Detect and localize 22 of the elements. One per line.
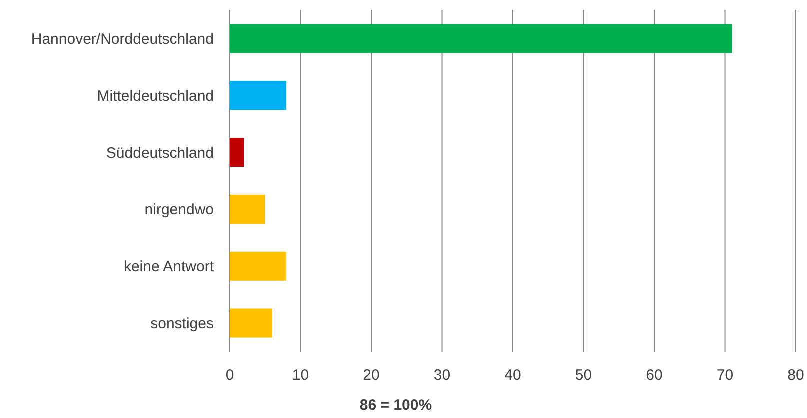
bar xyxy=(230,81,287,110)
y-tick-label: keine Antwort xyxy=(124,258,215,276)
x-tick-label: 40 xyxy=(504,367,522,384)
bar xyxy=(230,308,272,338)
y-tick-label: Mitteldeutschland xyxy=(97,88,214,105)
y-tick-label: sonstiges xyxy=(150,316,214,333)
x-tick-label: 20 xyxy=(363,367,380,384)
x-axis-title: 86 = 100% xyxy=(360,397,432,414)
y-tick-label: Süddeutschland xyxy=(106,144,214,162)
bar xyxy=(230,252,287,281)
bar xyxy=(230,194,266,224)
bar xyxy=(230,138,244,168)
x-tick-label: 0 xyxy=(226,367,234,384)
x-tick-label: 60 xyxy=(646,367,663,384)
y-tick-label: nirgendwo xyxy=(144,202,214,219)
x-tick-label: 30 xyxy=(434,367,451,384)
x-tick-label: 70 xyxy=(716,367,734,384)
x-tick-label: 50 xyxy=(575,367,592,384)
x-tick-label: 80 xyxy=(788,367,804,384)
bar xyxy=(230,24,732,54)
x-tick-label: 10 xyxy=(292,367,310,384)
y-tick-label: Hannover/Norddeutschland xyxy=(31,30,214,48)
